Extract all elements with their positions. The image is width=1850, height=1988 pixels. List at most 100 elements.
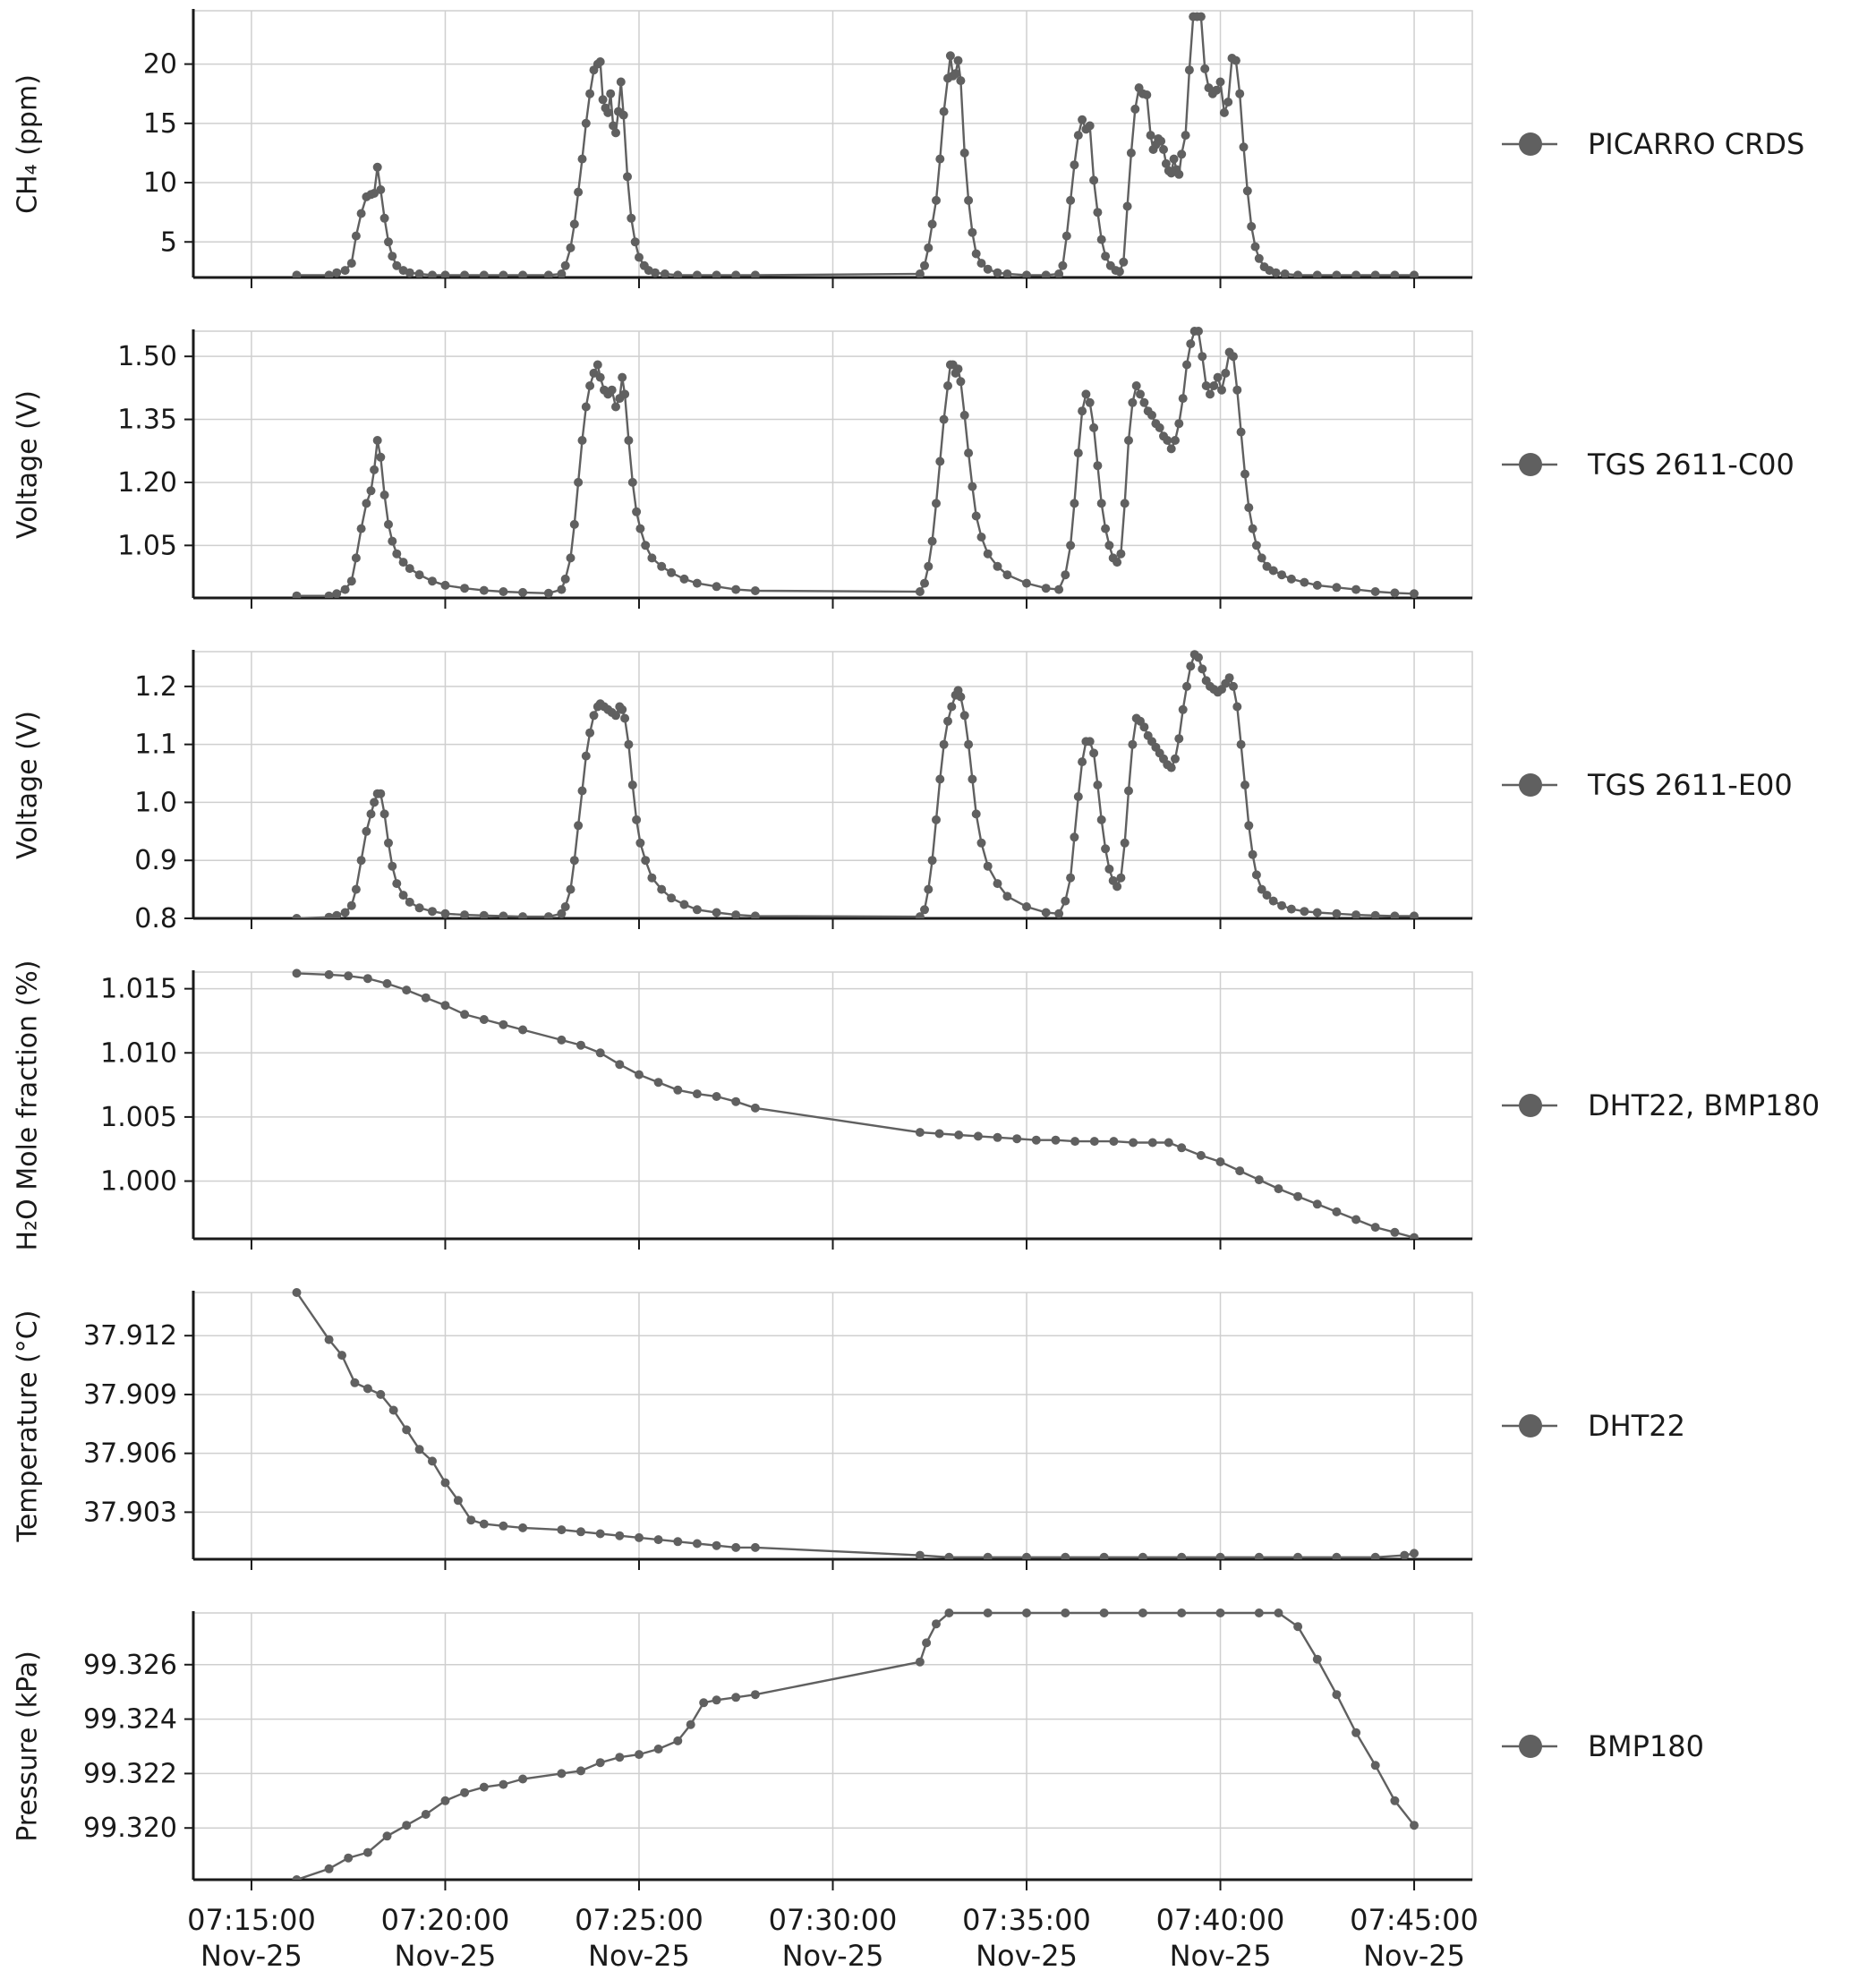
data-point: [479, 1015, 489, 1024]
data-point: [340, 908, 350, 917]
data-point: [1114, 267, 1124, 277]
data-point: [1293, 1622, 1303, 1632]
data-point: [1093, 781, 1103, 789]
data-point: [983, 1608, 993, 1617]
data-point: [1247, 222, 1257, 231]
data-point: [1171, 436, 1180, 445]
data-point: [1293, 270, 1303, 277]
y-tick-label: 0.9: [134, 845, 177, 876]
data-point: [1066, 541, 1076, 550]
data-point: [692, 578, 702, 588]
data-point: [635, 524, 645, 533]
data-point: [518, 1774, 528, 1784]
data-point: [1061, 896, 1070, 906]
legend-label: DHT22, BMP180: [1588, 1088, 1820, 1122]
data-point: [692, 270, 702, 277]
data-point: [1089, 175, 1099, 185]
data-point: [428, 576, 437, 586]
data-point: [1351, 1728, 1361, 1737]
data-point: [595, 1048, 605, 1058]
data-point: [574, 477, 584, 487]
data-point: [1054, 584, 1064, 594]
data-point: [750, 1103, 760, 1113]
data-point: [372, 436, 382, 445]
data-point: [1370, 270, 1380, 277]
data-point: [1093, 208, 1103, 218]
panel-1: 5 10 15 20 CH₄ (ppm) PICARRO CRDS: [13, 9, 1804, 288]
data-point: [635, 1750, 644, 1760]
data-point: [1229, 681, 1238, 691]
legend-marker: [1519, 773, 1542, 797]
data-point: [712, 270, 721, 277]
series-5: [292, 1288, 1419, 1559]
data-point: [964, 739, 974, 749]
data-point: [405, 897, 414, 907]
y-axis-label: CH₄ (ppm): [13, 74, 44, 214]
data-point: [653, 1078, 663, 1088]
data-point: [1070, 499, 1079, 508]
y-tick-label: 1.1: [134, 730, 177, 761]
data-point: [935, 154, 945, 164]
data-point: [585, 89, 595, 98]
data-point: [712, 1092, 721, 1101]
data-point: [943, 716, 952, 726]
data-point: [1155, 422, 1164, 432]
y-tick-label: 1.000: [100, 1166, 177, 1198]
data-point: [1217, 385, 1226, 395]
data-point: [1232, 385, 1242, 395]
series-3: [292, 650, 1419, 918]
data-point: [624, 436, 634, 445]
data-point: [440, 1478, 450, 1488]
data-point: [976, 838, 986, 848]
data-point: [379, 213, 389, 223]
data-point: [1085, 737, 1095, 747]
data-point: [366, 486, 376, 496]
data-point: [627, 213, 636, 223]
data-point: [1312, 908, 1322, 917]
data-point: [1229, 352, 1238, 362]
data-point: [1070, 160, 1079, 170]
data-point: [1147, 1138, 1157, 1148]
data-point: [712, 1695, 721, 1705]
data-point: [1248, 524, 1257, 533]
data-point: [1089, 1137, 1099, 1147]
data-point: [1351, 1215, 1361, 1224]
series-line: [296, 1611, 1415, 1880]
data-point: [344, 1853, 354, 1863]
data-point: [557, 1525, 567, 1535]
data-point: [1221, 368, 1231, 378]
data-point: [499, 270, 508, 277]
data-point: [1066, 195, 1076, 205]
data-point: [1244, 821, 1254, 831]
data-point: [951, 69, 960, 79]
data-point: [324, 1864, 334, 1873]
data-point: [1061, 231, 1071, 241]
data-point: [1054, 909, 1064, 918]
y-axis-label: Temperature (°C): [13, 1310, 44, 1543]
data-point: [959, 148, 969, 158]
legend-label: PICARRO CRDS: [1588, 127, 1804, 161]
data-point: [1041, 908, 1051, 917]
data-point: [1410, 270, 1419, 277]
data-point: [1186, 661, 1196, 671]
data-point: [557, 584, 567, 594]
data-point: [623, 172, 632, 182]
x-tick-label-time: 07:45:00: [1350, 1903, 1479, 1937]
data-point: [1370, 910, 1380, 918]
data-point: [712, 908, 721, 917]
data-point: [421, 993, 431, 1003]
panel-6: 99.320 99.322 99.324 99.326 Pressure (kPa) BM…: [13, 1608, 1704, 1890]
data-point: [557, 1035, 567, 1045]
data-point: [577, 786, 587, 796]
data-point: [351, 553, 361, 563]
series-2: [292, 327, 1419, 598]
data-point: [428, 907, 437, 917]
data-point: [1351, 584, 1361, 594]
data-point: [1120, 499, 1130, 508]
data-point: [499, 1779, 508, 1789]
data-point: [372, 162, 382, 172]
data-point: [589, 711, 599, 721]
data-point: [616, 77, 626, 87]
data-point: [598, 95, 608, 105]
data-point: [712, 582, 721, 592]
